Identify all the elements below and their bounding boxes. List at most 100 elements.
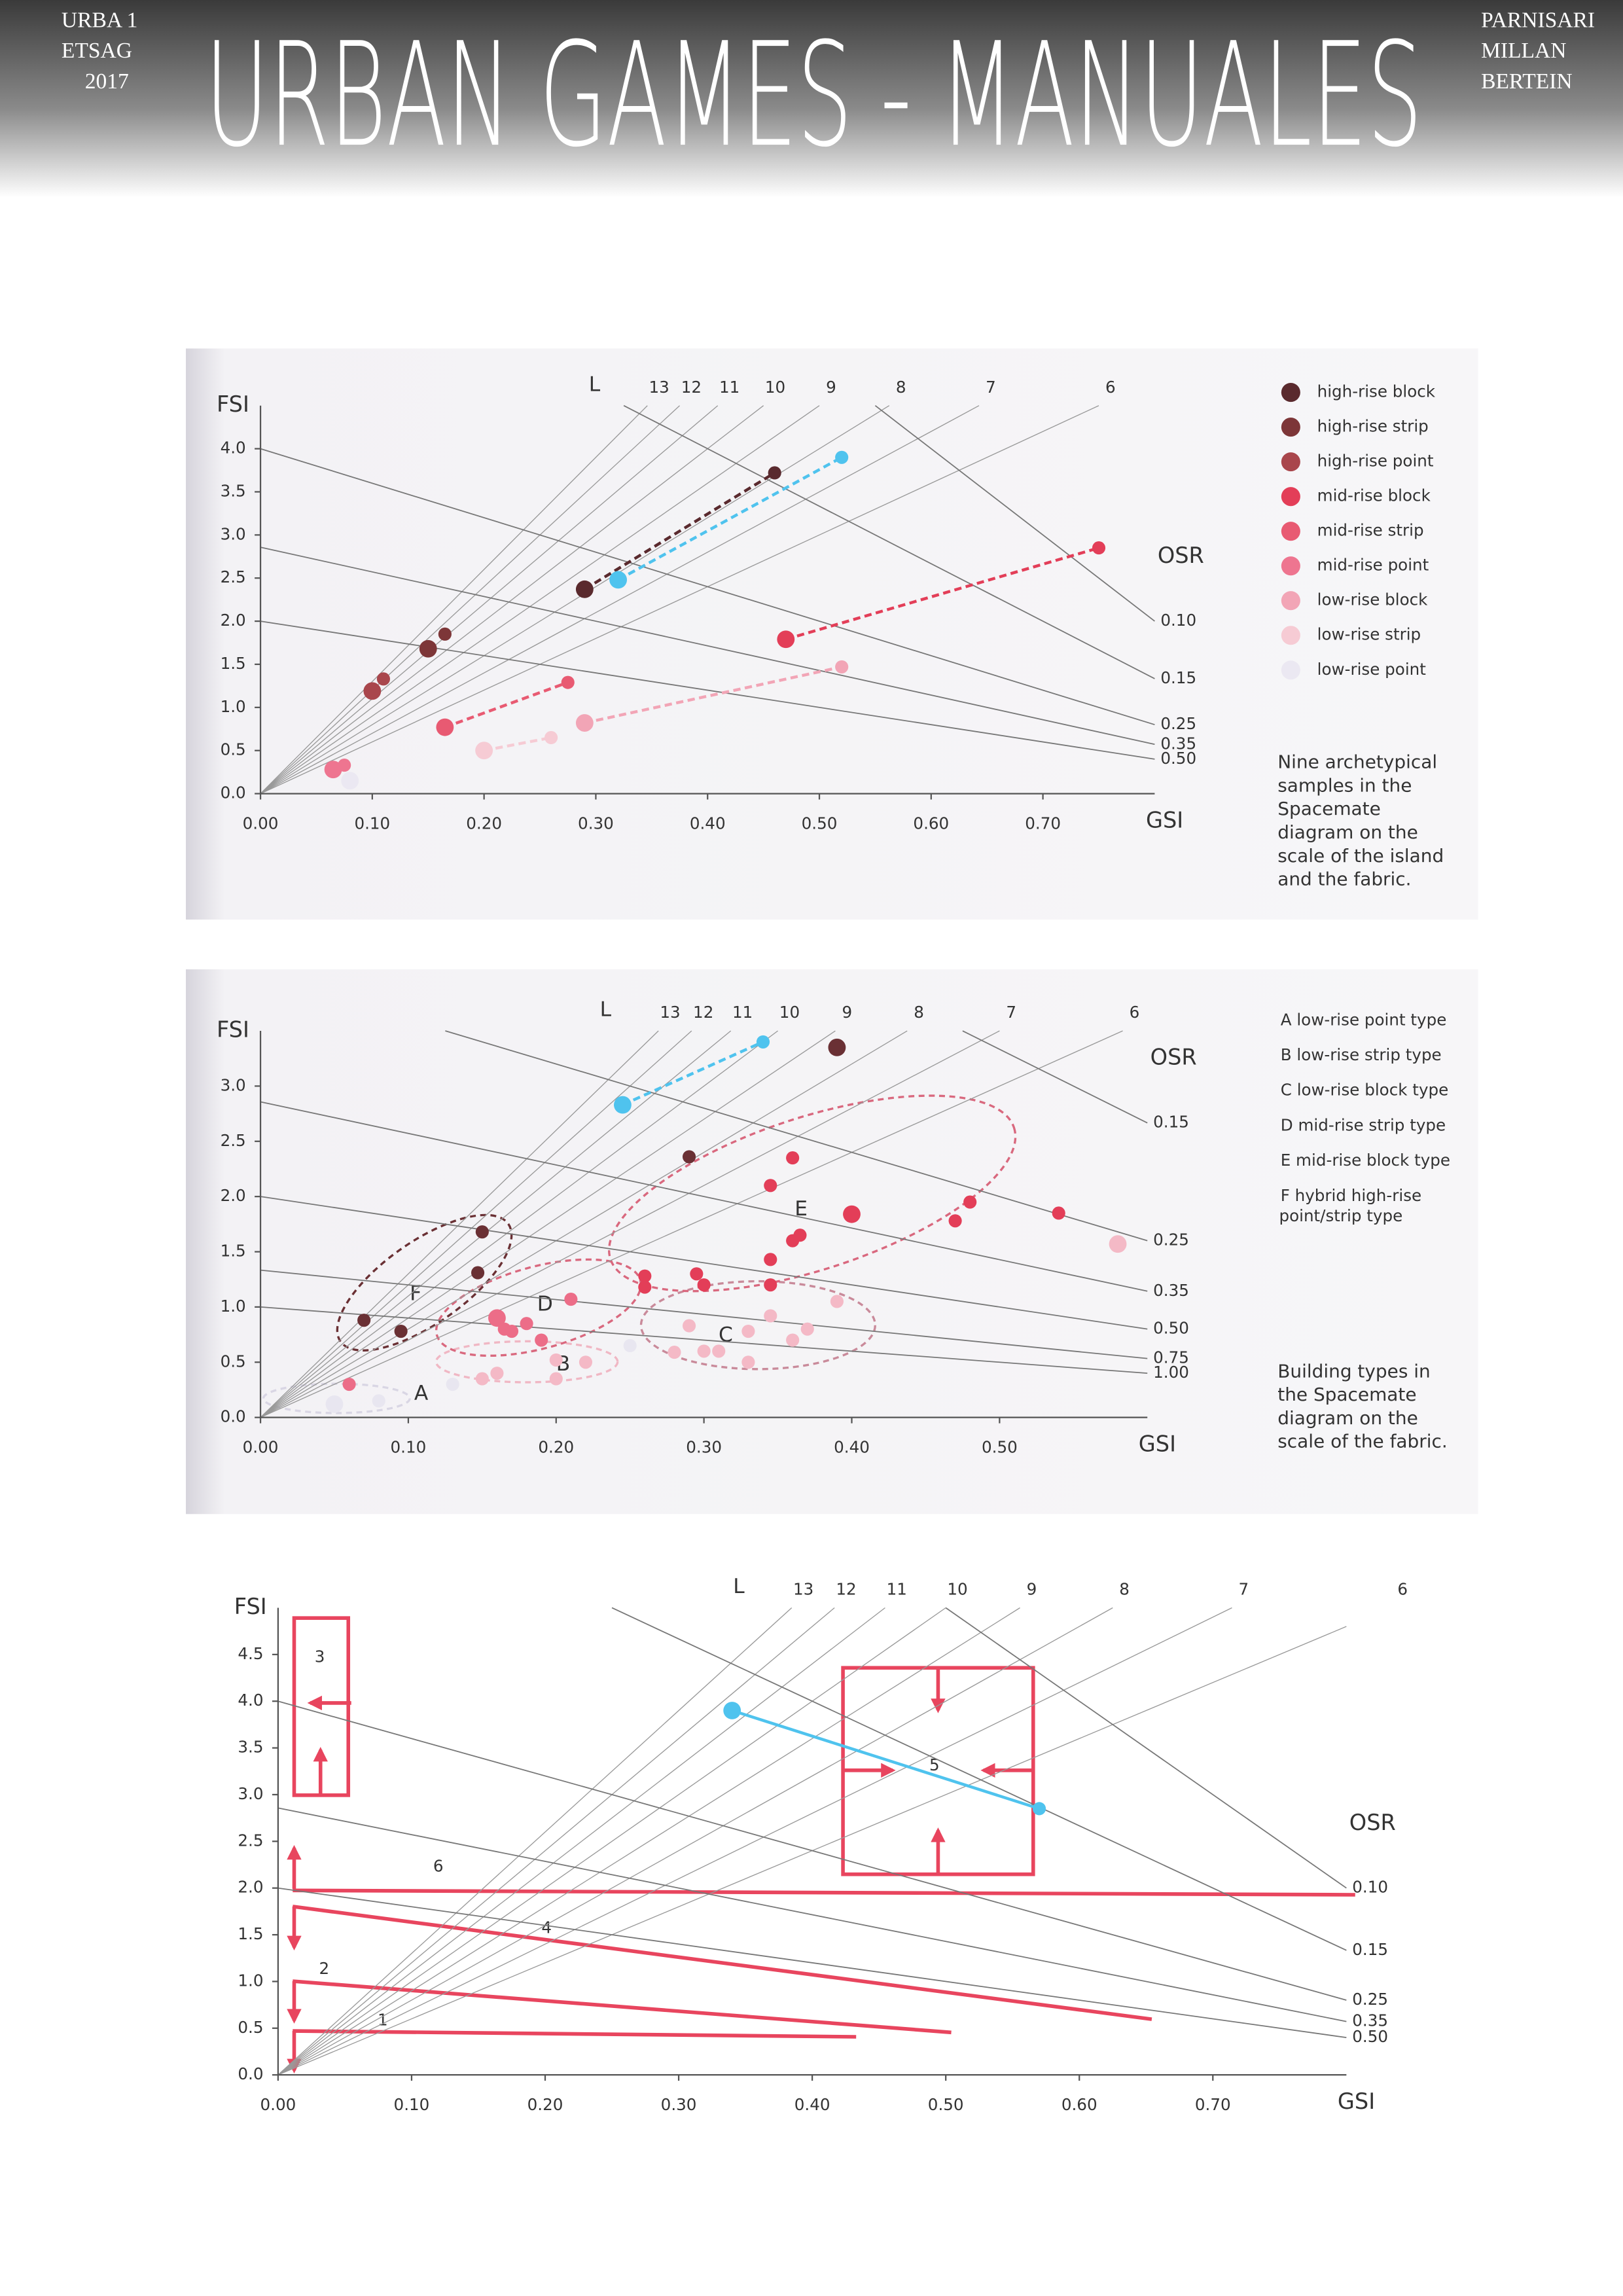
floor-line — [277, 1607, 793, 2075]
x-tick-label: 0.30 — [686, 1438, 722, 1457]
floor-label: 10 — [947, 1580, 967, 1599]
osr-line — [945, 1607, 1347, 1889]
osr-line — [260, 1101, 1148, 1292]
y-tick-label: 0.5 — [221, 1352, 246, 1371]
legend-label: mid-rise strip — [1317, 521, 1424, 540]
data-point — [471, 1266, 485, 1280]
osr-label: 0.15 — [1153, 1113, 1189, 1132]
x-tick-label: 0.00 — [260, 2095, 296, 2114]
legend-swatch — [1281, 522, 1300, 541]
floor-label: 7 — [986, 378, 996, 397]
floor-label: 11 — [732, 1003, 753, 1022]
data-point — [843, 1205, 861, 1223]
data-point — [697, 1278, 711, 1292]
series-line — [584, 471, 776, 591]
floor-label: 13 — [793, 1580, 813, 1599]
data-point — [363, 682, 382, 700]
data-point — [764, 1253, 777, 1266]
osr-label: 0.25 — [1352, 1990, 1388, 2009]
y-tick-label: 4.5 — [238, 1644, 263, 1663]
scenario-number: 2 — [319, 1959, 330, 1978]
data-point — [764, 1179, 777, 1193]
legend-label: F hybrid high-rise — [1281, 1186, 1421, 1205]
osr-line — [260, 547, 1155, 745]
data-point — [1052, 1206, 1065, 1220]
floor-line — [277, 1607, 835, 2075]
y-tick-label: 4.0 — [221, 439, 246, 457]
x-tick-label: 0.30 — [661, 2095, 697, 2114]
data-point — [835, 450, 849, 464]
legend-label: mid-rise block — [1317, 486, 1431, 505]
y-tick-label: 0.0 — [238, 2064, 263, 2083]
group-label: C — [719, 1323, 733, 1346]
osr-line — [277, 1887, 1347, 2038]
x-tick-label: 0.50 — [982, 1438, 1018, 1457]
y-tick-label: 3.0 — [221, 1075, 246, 1094]
osr-line — [623, 404, 1155, 679]
osr-line — [874, 405, 1155, 622]
legend-label: high-rise strip — [1317, 417, 1429, 436]
data-point — [438, 627, 452, 641]
floor-label: 13 — [660, 1003, 680, 1022]
x-tick-label: 0.10 — [391, 1438, 427, 1457]
x-axis-label: GSI — [1139, 1431, 1176, 1457]
floor-line — [260, 405, 764, 795]
page-title: URBAN GAMES - MANUALES — [205, 12, 1423, 179]
group-outline — [639, 1280, 876, 1371]
group-label: A — [414, 1382, 429, 1405]
header-right: BERTEIN — [1481, 69, 1573, 94]
y-tick-label: 4.0 — [238, 1691, 263, 1710]
data-point — [575, 580, 594, 598]
x-tick-label: 0.00 — [243, 814, 279, 833]
data-point — [712, 1344, 726, 1358]
floor-line — [260, 1030, 836, 1418]
floor-label: 13 — [649, 378, 669, 397]
data-point — [372, 1394, 385, 1408]
x-tick-label: 0.10 — [354, 814, 390, 833]
data-point — [963, 1195, 977, 1209]
y-axis-label: FSI — [234, 1594, 267, 1619]
header-right: MILLAN — [1481, 39, 1566, 63]
x-tick-label: 0.30 — [578, 814, 614, 833]
data-point — [475, 1372, 489, 1386]
osr-axis-label: OSR — [1349, 1810, 1396, 1835]
scenario-box — [292, 1616, 351, 1797]
osr-label: 0.10 — [1352, 1878, 1388, 1897]
floor-line — [260, 1030, 908, 1418]
osr-label: 0.35 — [1160, 734, 1196, 753]
data-point — [623, 1338, 637, 1353]
header-left: 2017 — [85, 69, 129, 94]
x-tick-label: 0.70 — [1025, 814, 1061, 833]
series-line — [617, 456, 843, 581]
y-tick-label: 1.5 — [238, 1924, 263, 1943]
group-outline — [435, 1340, 619, 1384]
data-point — [1032, 1802, 1046, 1816]
data-point — [341, 772, 359, 790]
y-axis-label: FSI — [217, 391, 249, 417]
x-tick-label: 0.20 — [538, 1438, 574, 1457]
floor-label: 9 — [842, 1003, 852, 1022]
data-point — [764, 1309, 777, 1323]
caption: scale of the island — [1277, 845, 1444, 867]
data-point — [579, 1355, 593, 1369]
floor-label: 10 — [765, 378, 785, 397]
data-point — [613, 1096, 632, 1114]
data-point — [394, 1324, 408, 1338]
caption: Building types in — [1277, 1360, 1430, 1382]
floor-line — [277, 1607, 1113, 2075]
osr-line — [260, 1196, 1148, 1330]
data-point — [324, 761, 342, 779]
legend-label: low-rise point — [1317, 660, 1427, 679]
floor-line — [260, 1030, 1123, 1418]
data-point — [741, 1355, 755, 1369]
data-point — [436, 718, 454, 736]
data-point — [828, 1038, 846, 1056]
floor-line — [277, 1607, 1020, 2075]
floor-line — [277, 1607, 1232, 2075]
data-point — [505, 1324, 519, 1338]
legend-label: low-rise strip — [1317, 625, 1421, 644]
data-point — [544, 730, 558, 745]
data-point — [697, 1344, 711, 1358]
data-point — [488, 1309, 506, 1327]
osr-line — [962, 1030, 1148, 1124]
